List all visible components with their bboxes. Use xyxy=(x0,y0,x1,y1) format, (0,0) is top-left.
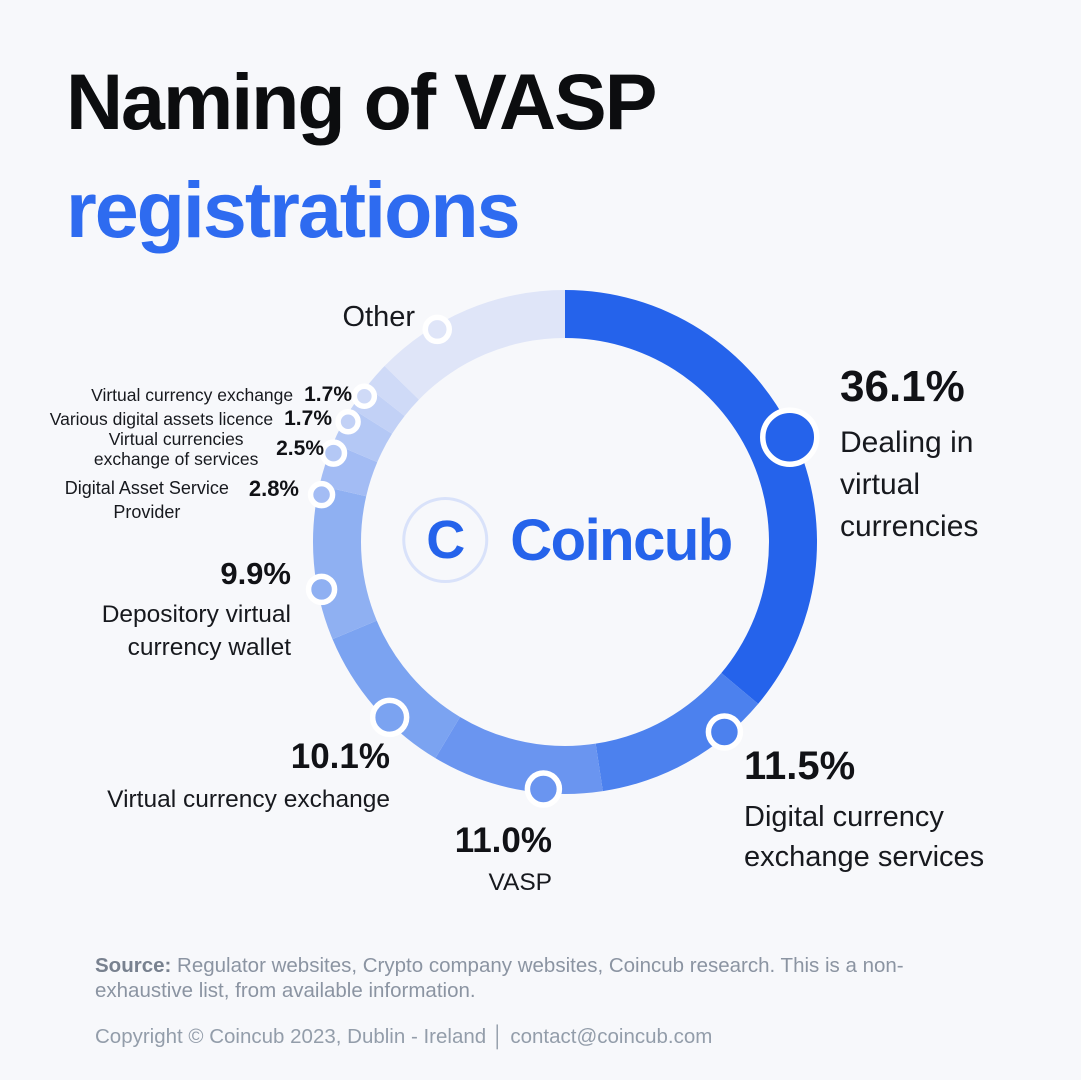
segment-marker-dot-9 xyxy=(422,314,453,345)
copyright-line: Copyright © Coincub 2023, Dublin - Irela… xyxy=(95,1024,713,1048)
callout-label: Virtual currency exchange xyxy=(107,786,390,813)
segment-marker-dot-8 xyxy=(351,383,378,409)
segment-marker-dot-1 xyxy=(705,713,744,751)
callout-percent: 10.1% xyxy=(290,737,390,776)
coincub-logo-icon: C xyxy=(402,497,489,583)
segment-marker-dot-4 xyxy=(305,573,338,606)
callout-percent: 11.0% xyxy=(454,821,552,860)
coincub-logo: C Coincub xyxy=(402,497,733,583)
callout-various-digital-assets-licence: Various digital assets licence 1.7% xyxy=(10,407,332,431)
page-title: Naming of VASP registrations xyxy=(66,48,966,264)
segment-marker-dot-5 xyxy=(307,480,336,509)
donut-segment-1 xyxy=(595,673,759,792)
callout-virtual-currency-exchange-small: Virtual currency exchange 1.7% xyxy=(10,383,352,407)
donut-segment-0 xyxy=(565,290,818,704)
callout-virtual-currencies-exchange-of-services: Virtual currencies exchange of services … xyxy=(10,429,324,469)
coincub-wordmark: Coincub xyxy=(510,507,733,573)
coincub-logo-letter: C xyxy=(426,510,465,570)
callout-other: Other xyxy=(205,301,415,334)
callout-digital-asset-service-provider: Digital Asset Service Provider 2.8% xyxy=(10,476,299,524)
callout-label: Virtual currency exchange xyxy=(91,385,294,405)
donut-segment-4 xyxy=(313,485,377,640)
callout-virtual-currency-exchange: 10.1% Virtual currency exchange xyxy=(58,737,390,816)
callout-percent: 1.7% xyxy=(284,407,332,430)
callout-label: Digital Asset Service Provider xyxy=(64,478,229,522)
callout-percent: 36.1% xyxy=(840,362,965,411)
callout-percent: 2.5% xyxy=(276,437,324,460)
segment-marker-dot-7 xyxy=(335,409,361,435)
donut-segment-9 xyxy=(384,290,565,400)
segment-marker-dot-0 xyxy=(760,407,820,467)
callout-depository-wallet: 9.9% Depository virtual currency wallet xyxy=(55,556,291,664)
callout-percent: 11.5% xyxy=(744,744,856,788)
donut-segment-3 xyxy=(332,620,461,759)
callout-digital-currency-exchange-services: 11.5% Digital currency exchange services xyxy=(744,744,1044,877)
callout-percent: 9.9% xyxy=(220,556,291,591)
callout-other-label: Other xyxy=(342,301,415,333)
donut-segment-2 xyxy=(435,716,603,795)
callout-label: Virtual currencies exchange of services xyxy=(93,429,259,469)
callout-label: Digital currency exchange services xyxy=(744,801,985,873)
callout-label: VASP xyxy=(488,869,552,896)
page-title-line1: Naming of VASP xyxy=(66,57,657,146)
segment-marker-dot-6 xyxy=(319,439,348,467)
callout-label: Various digital assets licence xyxy=(49,409,274,429)
page-title-line2: registrations xyxy=(66,165,521,254)
callout-percent: 2.8% xyxy=(248,476,299,501)
segment-marker-dot-3 xyxy=(369,697,410,738)
callout-label: Dealing in virtual currencies xyxy=(840,426,979,543)
callout-dealing-in-virtual-currencies: 36.1% Dealing in virtual currencies xyxy=(840,362,1018,548)
callout-label: Depository virtual currency wallet xyxy=(101,601,291,661)
source-label: Source: xyxy=(95,953,172,977)
callout-percent: 1.7% xyxy=(304,383,352,406)
callout-vasp: 11.0% VASP xyxy=(350,821,552,897)
source-text: Regulator websites, Crypto company websi… xyxy=(95,953,904,1003)
segment-marker-dot-2 xyxy=(524,770,563,808)
donut-segment-8 xyxy=(366,366,419,416)
source-note: Source: Regulator websites, Crypto compa… xyxy=(95,953,985,1004)
